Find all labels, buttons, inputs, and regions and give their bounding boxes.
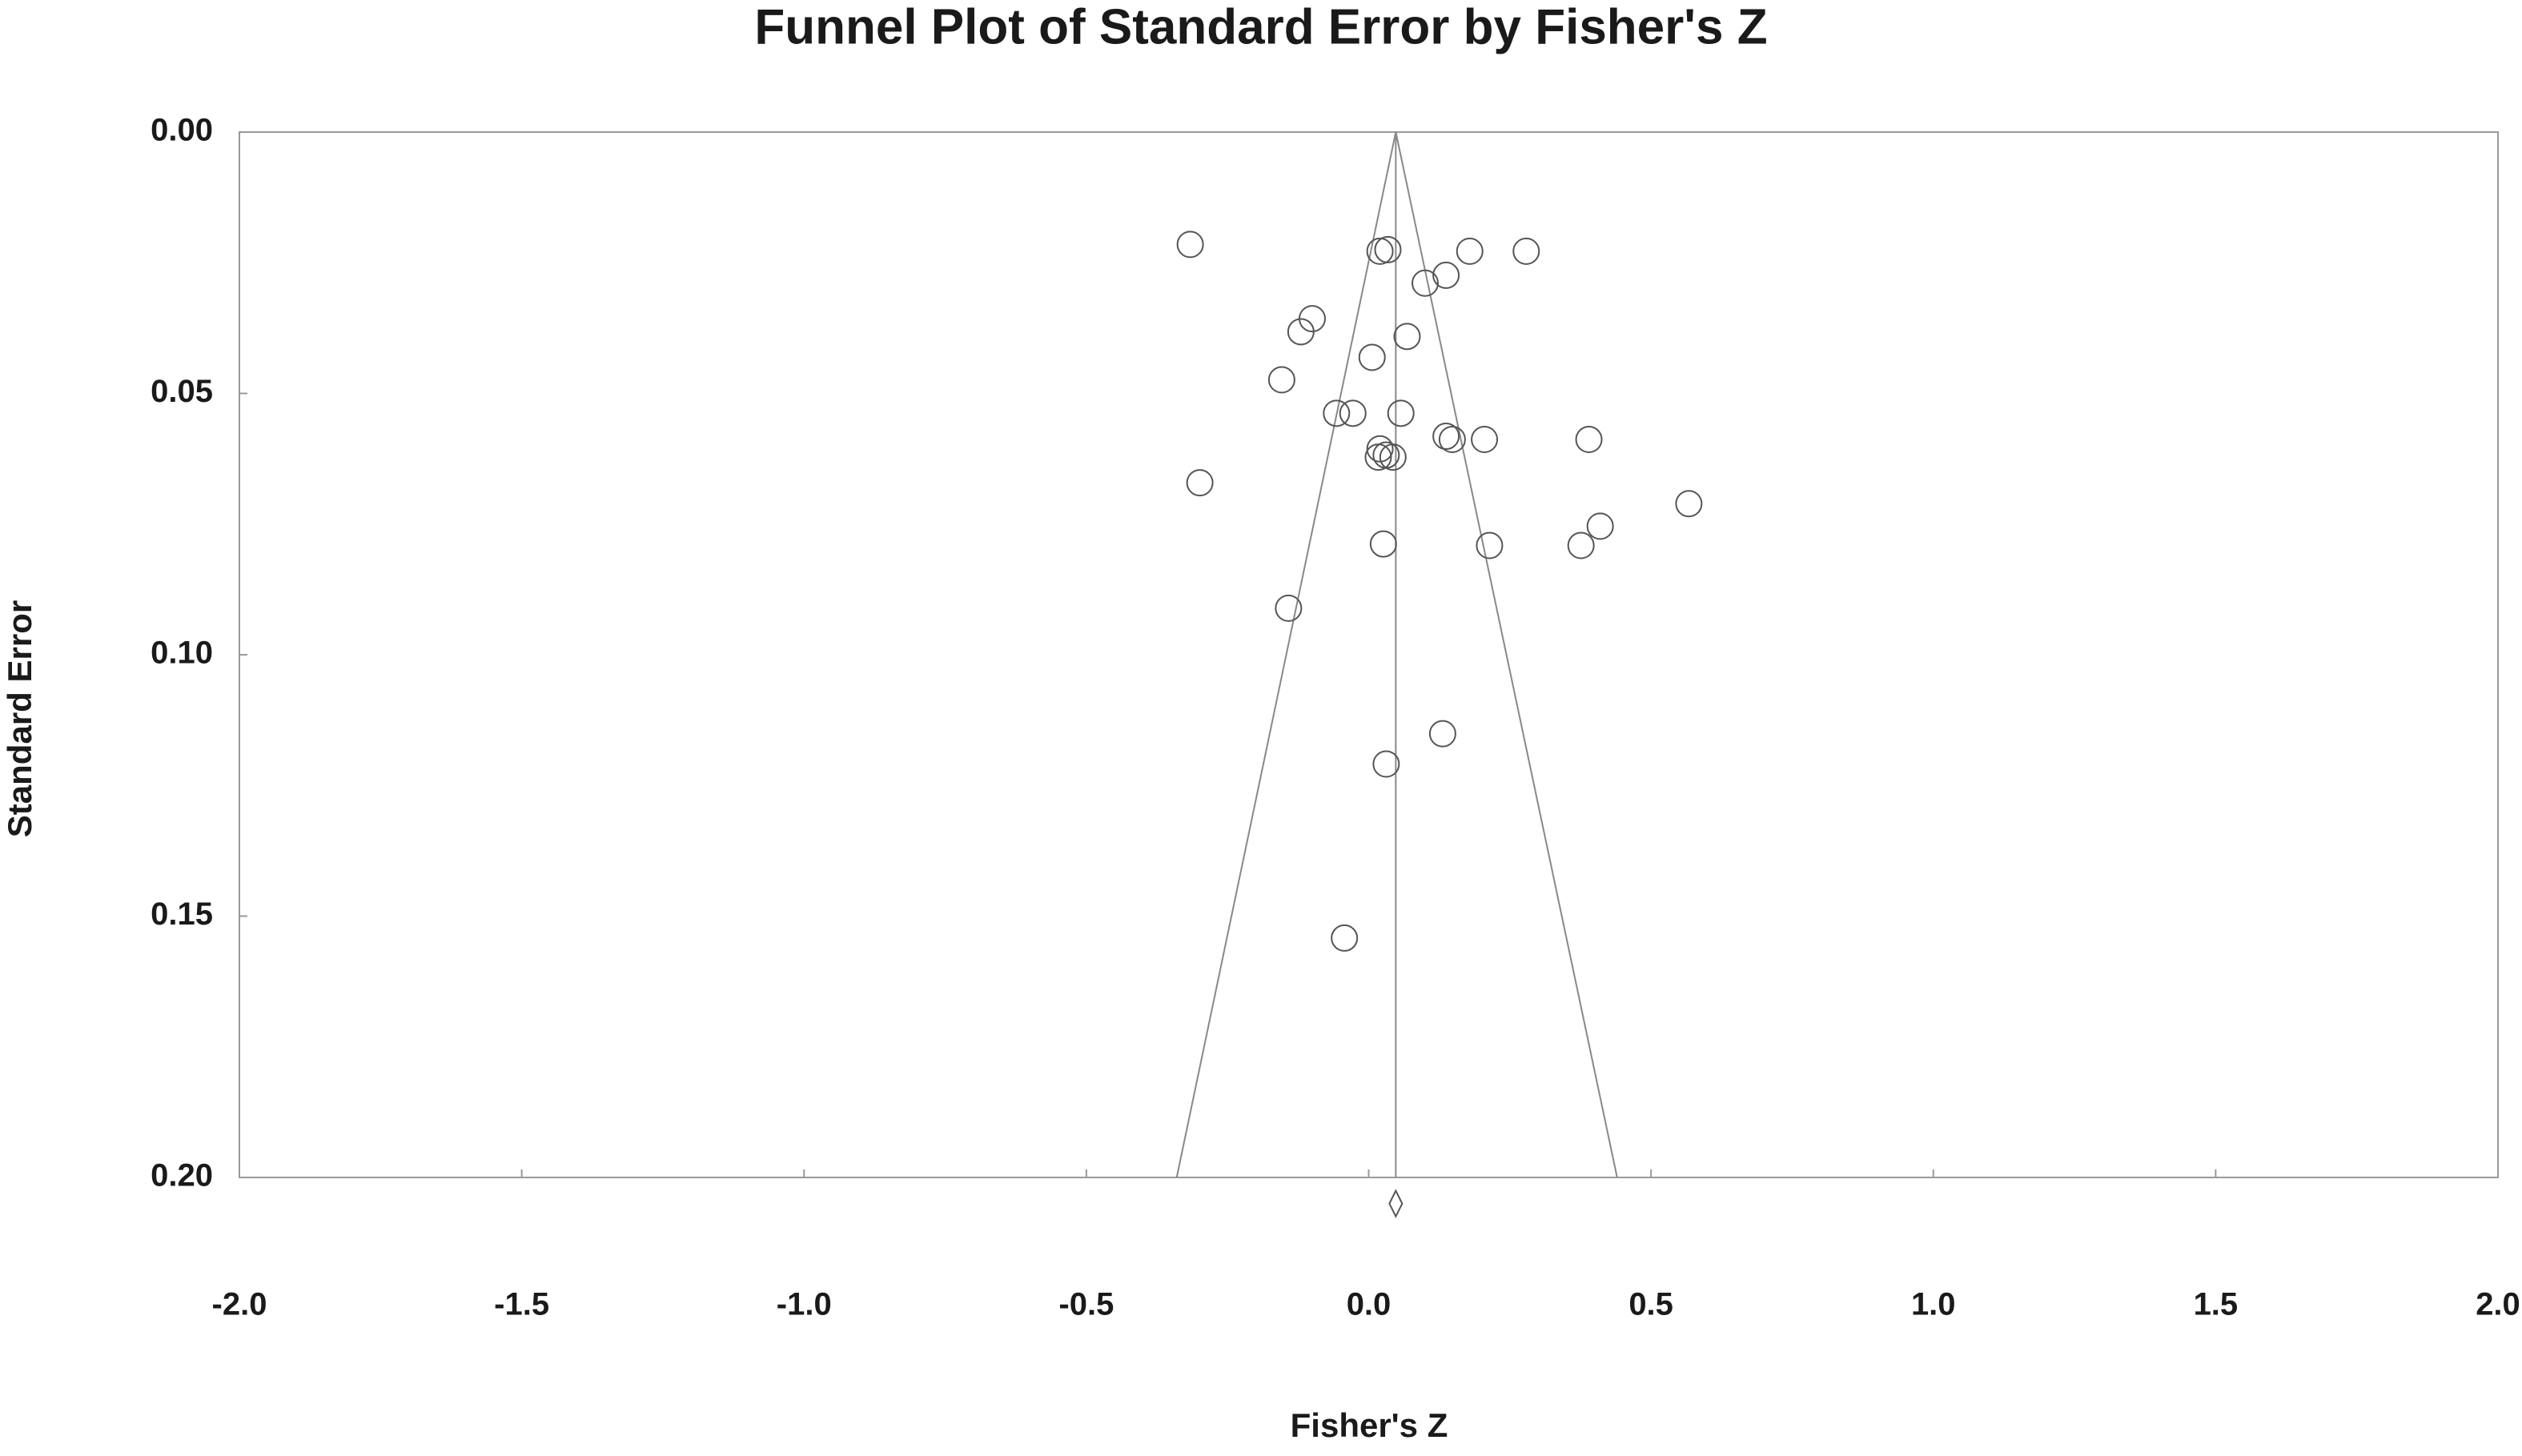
study-point xyxy=(1379,443,1407,471)
study-point xyxy=(1586,512,1614,540)
study-point xyxy=(1366,237,1394,265)
study-point xyxy=(1374,235,1402,263)
study-point xyxy=(1186,469,1214,497)
x-tick-label: 1.0 xyxy=(1911,1287,1956,1322)
y-tick-label: 0.15 xyxy=(151,896,213,932)
study-point xyxy=(1267,366,1295,394)
summary-diamond xyxy=(1388,1189,1404,1218)
study-point xyxy=(1456,237,1484,265)
funnel-line xyxy=(1175,131,1618,1178)
y-axis-title: Standard Error xyxy=(1,600,38,837)
study-point xyxy=(1366,435,1394,463)
study-point xyxy=(1331,924,1359,952)
y-tick-label: 0.10 xyxy=(151,636,213,671)
study-point xyxy=(1675,490,1703,518)
study-point xyxy=(1476,531,1504,560)
y-tick-label: 0.20 xyxy=(151,1158,213,1193)
study-point xyxy=(1323,399,1351,427)
x-tick-label: -2.0 xyxy=(212,1287,267,1322)
x-tick-label: -1.5 xyxy=(494,1287,549,1322)
study-point xyxy=(1432,423,1460,451)
study-point xyxy=(1471,425,1499,453)
study-point xyxy=(1412,269,1440,297)
study-point xyxy=(1372,750,1400,778)
chart-title: Funnel Plot of Standard Error by Fisher'… xyxy=(754,0,1767,54)
study-point xyxy=(1275,594,1303,622)
study-point xyxy=(1387,399,1415,427)
plot-frame xyxy=(239,131,2499,1178)
x-tick-label: -1.0 xyxy=(777,1287,832,1322)
study-point xyxy=(1512,237,1540,265)
x-tick-label: 2.0 xyxy=(2476,1287,2520,1322)
x-tick-label: -0.5 xyxy=(1058,1287,1114,1322)
study-point xyxy=(1339,399,1367,427)
y-tick-label: 0.00 xyxy=(151,113,213,148)
x-tick-label: 1.5 xyxy=(2194,1287,2239,1322)
study-point xyxy=(1393,323,1421,351)
study-point xyxy=(1438,425,1466,453)
y-tick-label: 0.05 xyxy=(151,374,213,409)
study-point xyxy=(1369,530,1397,558)
x-tick-label: 0.0 xyxy=(1347,1287,1392,1322)
x-tick-label: 0.5 xyxy=(1628,1287,1673,1322)
study-point xyxy=(1358,343,1386,371)
study-point xyxy=(1287,318,1315,346)
study-point xyxy=(1567,531,1595,560)
study-point xyxy=(1428,720,1456,748)
study-point xyxy=(1432,261,1460,289)
study-point xyxy=(1176,231,1204,259)
x-axis-title: Fisher's Z xyxy=(1291,1406,1448,1444)
study-point xyxy=(1575,425,1603,453)
